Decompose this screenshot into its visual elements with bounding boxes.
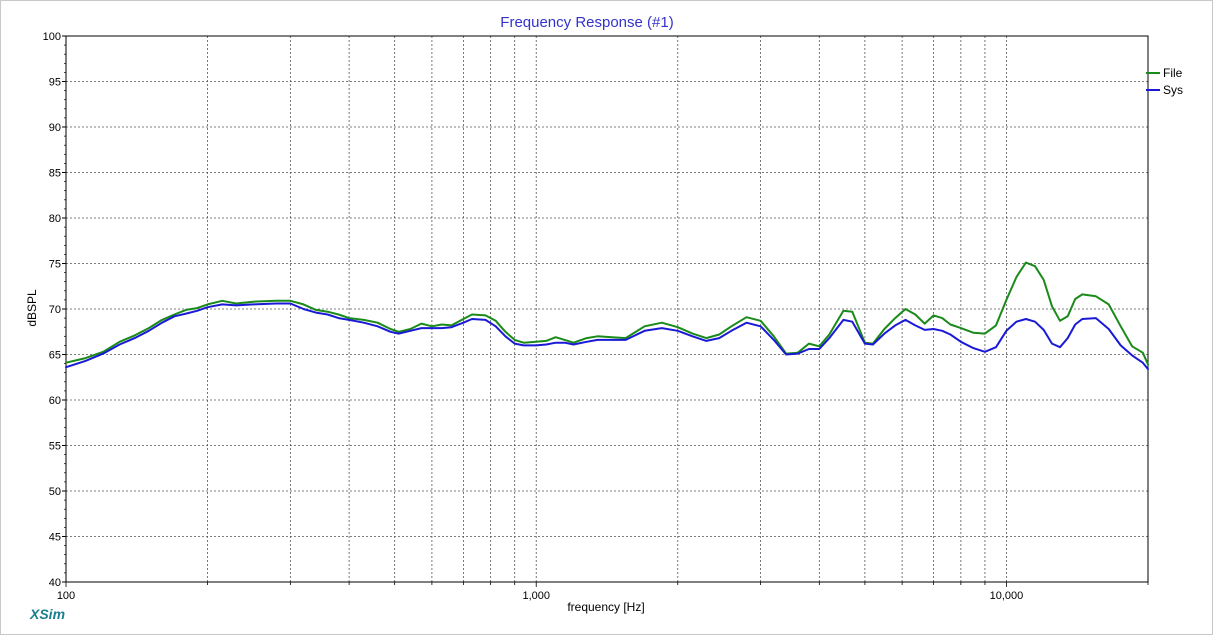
xsim-brand-logo: XSim xyxy=(29,606,65,622)
chart-title: Frequency Response (#1) xyxy=(500,14,673,31)
y-tick-label-50: 50 xyxy=(49,486,61,498)
y-tick-label-100: 100 xyxy=(43,31,61,43)
y-tick-label-90: 90 xyxy=(49,122,61,134)
y-tick-label-55: 55 xyxy=(49,441,61,453)
grid-layer xyxy=(66,36,1148,582)
x-tick-label-10000: 10,000 xyxy=(990,590,1024,602)
legend: File Sys xyxy=(1146,66,1183,97)
series-line-file xyxy=(65,261,1149,366)
series-layer xyxy=(65,261,1149,371)
y-tick-label-85: 85 xyxy=(49,168,61,180)
y-tick-label-45: 45 xyxy=(49,532,61,544)
y-tick-label-65: 65 xyxy=(49,350,61,362)
x-axis-label: frequency [Hz] xyxy=(567,600,644,614)
series-line-sys xyxy=(65,302,1149,371)
y-tick-label-60: 60 xyxy=(49,395,61,407)
ticks-layer: 40 45 50 55 60 65 70 75 80 85 90 95 100 100 1,000 10,00… xyxy=(43,31,1149,602)
y-tick-label-75: 75 xyxy=(49,259,61,271)
y-tick-label-80: 80 xyxy=(49,213,61,225)
legend-label-sys: Sys xyxy=(1163,83,1183,97)
y-tick-label-40: 40 xyxy=(49,577,61,589)
x-tick-label-100: 100 xyxy=(57,590,75,602)
y-tick-label-95: 95 xyxy=(49,77,61,89)
x-tick-label-1000: 1,000 xyxy=(522,590,550,602)
legend-label-file: File xyxy=(1163,66,1183,80)
y-tick-label-70: 70 xyxy=(49,304,61,316)
y-axis-label: dBSPL xyxy=(25,289,39,327)
